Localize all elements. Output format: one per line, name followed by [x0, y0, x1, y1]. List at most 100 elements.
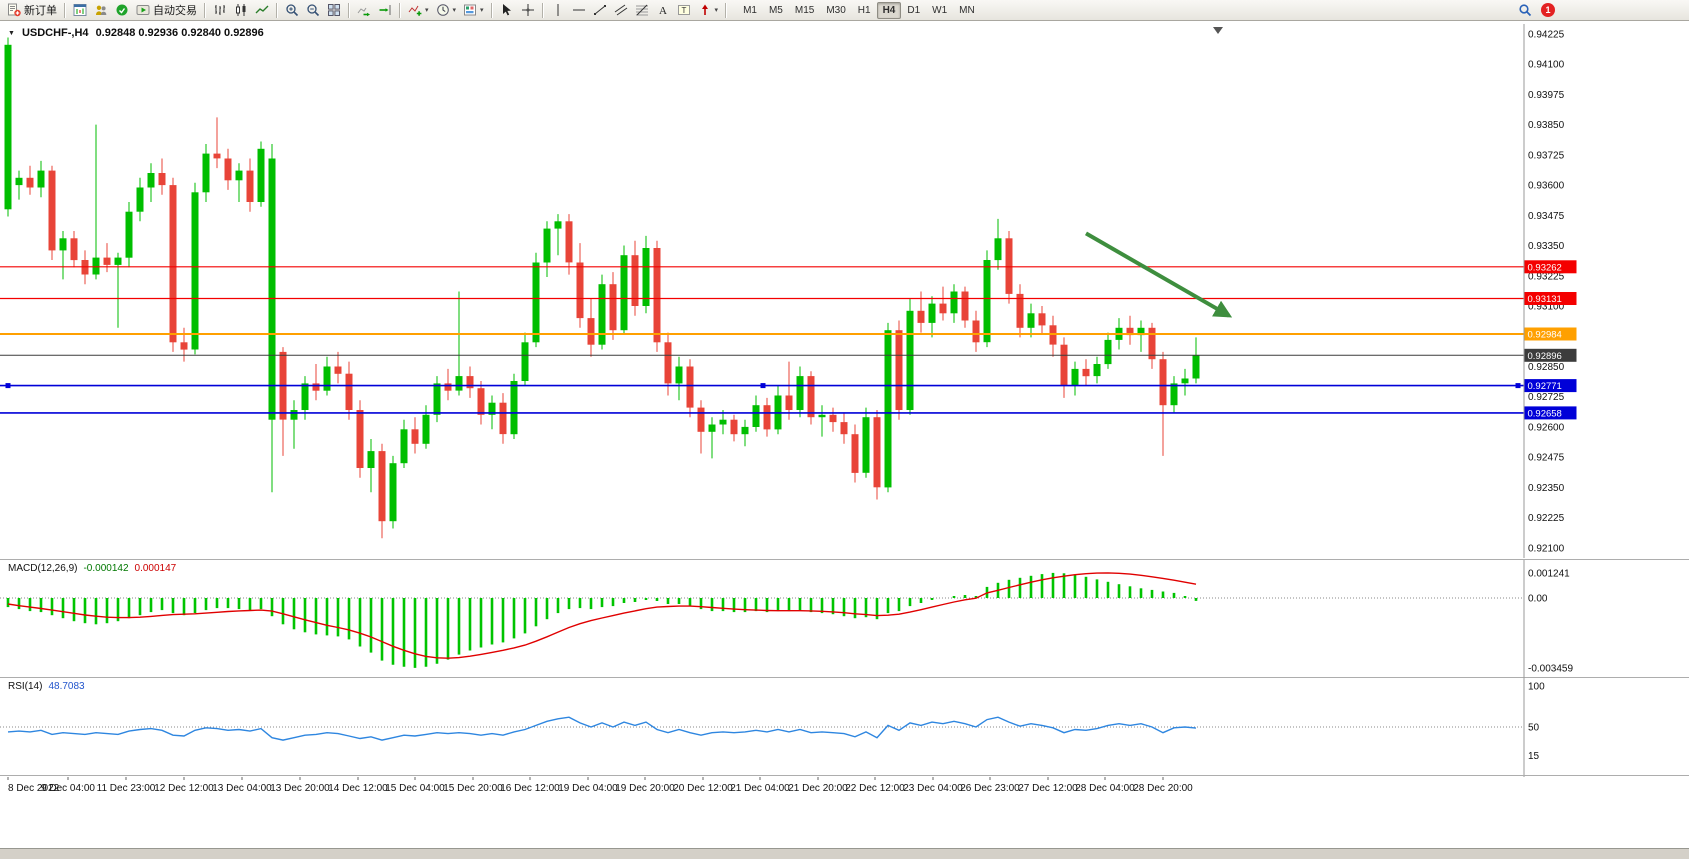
svg-text:21 Dec 04:00: 21 Dec 04:00 — [730, 783, 790, 794]
text-label-button[interactable]: T — [674, 1, 694, 19]
bar-chart-button[interactable] — [210, 1, 230, 19]
chart-ohlc-values: 0.92848 0.92936 0.92840 0.92896 — [95, 27, 264, 39]
svg-text:14 Dec 12:00: 14 Dec 12:00 — [328, 783, 388, 794]
line-chart-button[interactable] — [252, 1, 272, 19]
templates-button[interactable]: ▾ — [460, 1, 487, 19]
text-button[interactable]: A — [653, 1, 673, 19]
market-watch-button[interactable] — [112, 1, 132, 19]
dropdown-caret-icon: ▾ — [714, 7, 719, 14]
svg-text:100: 100 — [1528, 682, 1545, 693]
new-order-button[interactable]: 新订单 — [4, 1, 60, 19]
svg-text:0.92896: 0.92896 — [1528, 351, 1562, 362]
line-chart-icon — [255, 3, 269, 17]
search-icon[interactable] — [1518, 3, 1532, 17]
autotrading-button[interactable]: 自动交易 — [133, 1, 200, 19]
toolbar-separator — [399, 2, 401, 18]
svg-text:15 Dec 04:00: 15 Dec 04:00 — [385, 783, 445, 794]
candlestick-chart-button[interactable] — [231, 1, 251, 19]
svg-text:21 Dec 20:00: 21 Dec 20:00 — [788, 783, 848, 794]
indicators-icon — [408, 3, 422, 17]
svg-text:8 Dec 2022: 8 Dec 2022 — [8, 783, 60, 794]
rsi-label: RSI(14) 48.7083 — [8, 681, 85, 692]
svg-text:27 Dec 12:00: 27 Dec 12:00 — [1018, 783, 1078, 794]
fibonacci-button[interactable] — [632, 1, 652, 19]
rsi-panel[interactable]: 100 50 15 — [0, 677, 1689, 777]
svg-text:0.93262: 0.93262 — [1528, 262, 1562, 273]
auto-scroll-button[interactable] — [354, 1, 374, 19]
notification-badge[interactable]: 1 — [1541, 3, 1555, 17]
timeframe-m5-button[interactable]: M5 — [768, 4, 783, 16]
svg-text:20 Dec 12:00: 20 Dec 12:00 — [673, 783, 733, 794]
text-a-icon: A — [656, 3, 670, 17]
zoom-out-button[interactable] — [303, 1, 323, 19]
price-chart-canvas[interactable]: 0.94225 0.94100 0.93975 0.93850 0.93725 0.936… — [0, 24, 1689, 558]
toolbar-separator — [64, 2, 66, 18]
arrows-button[interactable]: ▾ — [695, 1, 722, 19]
svg-text:28 Dec 04:00: 28 Dec 04:00 — [1075, 783, 1135, 794]
svg-text:0.92725: 0.92725 — [1528, 392, 1565, 403]
trendline-icon — [593, 3, 607, 17]
cursor-button[interactable] — [497, 1, 517, 19]
svg-text:0.93850: 0.93850 — [1528, 120, 1565, 131]
trendline-button[interactable] — [590, 1, 610, 19]
tile-windows-button[interactable] — [324, 1, 344, 19]
timeframe-m30-button[interactable]: M30 — [826, 4, 846, 16]
svg-text:A: A — [659, 5, 667, 17]
chart-menu-caret-icon[interactable]: ▼ — [8, 29, 15, 37]
crosshair-button[interactable] — [518, 1, 538, 19]
indicators-button[interactable]: ▾ — [405, 1, 432, 19]
svg-text:0.92771: 0.92771 — [1528, 381, 1562, 392]
equidistant-channel-button[interactable] — [611, 1, 631, 19]
timeframe-m15-button[interactable]: M15 — [794, 4, 815, 16]
ohlc-bars-icon — [213, 3, 227, 17]
svg-text:0.93475: 0.93475 — [1528, 211, 1565, 222]
svg-text:0.93131: 0.93131 — [1528, 294, 1562, 305]
svg-text:0.94100: 0.94100 — [1528, 60, 1565, 71]
profiles-icon — [94, 3, 108, 17]
profiles-button[interactable] — [91, 1, 111, 19]
svg-text:0.92350: 0.92350 — [1528, 483, 1565, 494]
dropdown-caret-icon: ▾ — [480, 7, 484, 14]
macd-label: MACD(12,26,9) -0.000142 0.000147 — [8, 563, 176, 574]
chart-shift-button[interactable] — [375, 1, 395, 19]
svg-text:22 Dec 12:00: 22 Dec 12:00 — [845, 783, 905, 794]
svg-text:15: 15 — [1528, 751, 1540, 762]
timeframe-m1-button[interactable]: M1 — [743, 4, 757, 16]
svg-text:12 Dec 12:00: 12 Dec 12:00 — [154, 783, 214, 794]
toolbar-separator — [541, 2, 544, 18]
svg-text:T: T — [681, 6, 686, 15]
macd-signal-value: 0.000147 — [134, 563, 177, 574]
svg-text:0.92658: 0.92658 — [1528, 408, 1562, 419]
macd-panel[interactable]: 0.001241 0.00 -0.003459 — [0, 559, 1689, 678]
window-bottom-frame — [0, 848, 1689, 859]
timeframe-mn-button[interactable]: MN — [959, 4, 975, 16]
chart-shift-icon — [378, 3, 392, 17]
toolbar-right: 1 — [1518, 3, 1555, 17]
periods-button[interactable]: ▾ — [433, 1, 460, 19]
timeframe-h1-button[interactable]: H1 — [857, 4, 871, 16]
svg-text:16 Dec 12:00: 16 Dec 12:00 — [500, 783, 560, 794]
zoom-in-button[interactable] — [282, 1, 302, 19]
vline-icon — [551, 3, 565, 17]
toolbar-separator — [276, 2, 278, 18]
templates-icon — [463, 3, 477, 17]
horizontal-line-button[interactable] — [569, 1, 589, 19]
svg-text:0.001241: 0.001241 — [1528, 568, 1570, 579]
svg-text:0.94225: 0.94225 — [1528, 29, 1565, 40]
rsi-name: RSI(14) — [8, 681, 43, 692]
timeframe-h4-button[interactable]: H4 — [876, 1, 902, 19]
auto-scroll-icon — [357, 3, 371, 17]
svg-text:0.93600: 0.93600 — [1528, 181, 1565, 192]
vertical-line-button[interactable] — [548, 1, 568, 19]
svg-text:0.92225: 0.92225 — [1528, 513, 1565, 524]
svg-text:26 Dec 23:00: 26 Dec 23:00 — [960, 783, 1020, 794]
svg-text:0.92475: 0.92475 — [1528, 453, 1565, 464]
svg-text:0.93100: 0.93100 — [1528, 302, 1565, 313]
macd-name: MACD(12,26,9) — [8, 563, 78, 574]
timeframe-d1-button[interactable]: D1 — [907, 4, 921, 16]
svg-text:0.92600: 0.92600 — [1528, 422, 1565, 433]
crosshair-icon — [521, 3, 535, 17]
timeframe-w1-button[interactable]: W1 — [932, 4, 948, 16]
chart-window-button[interactable] — [70, 1, 90, 19]
